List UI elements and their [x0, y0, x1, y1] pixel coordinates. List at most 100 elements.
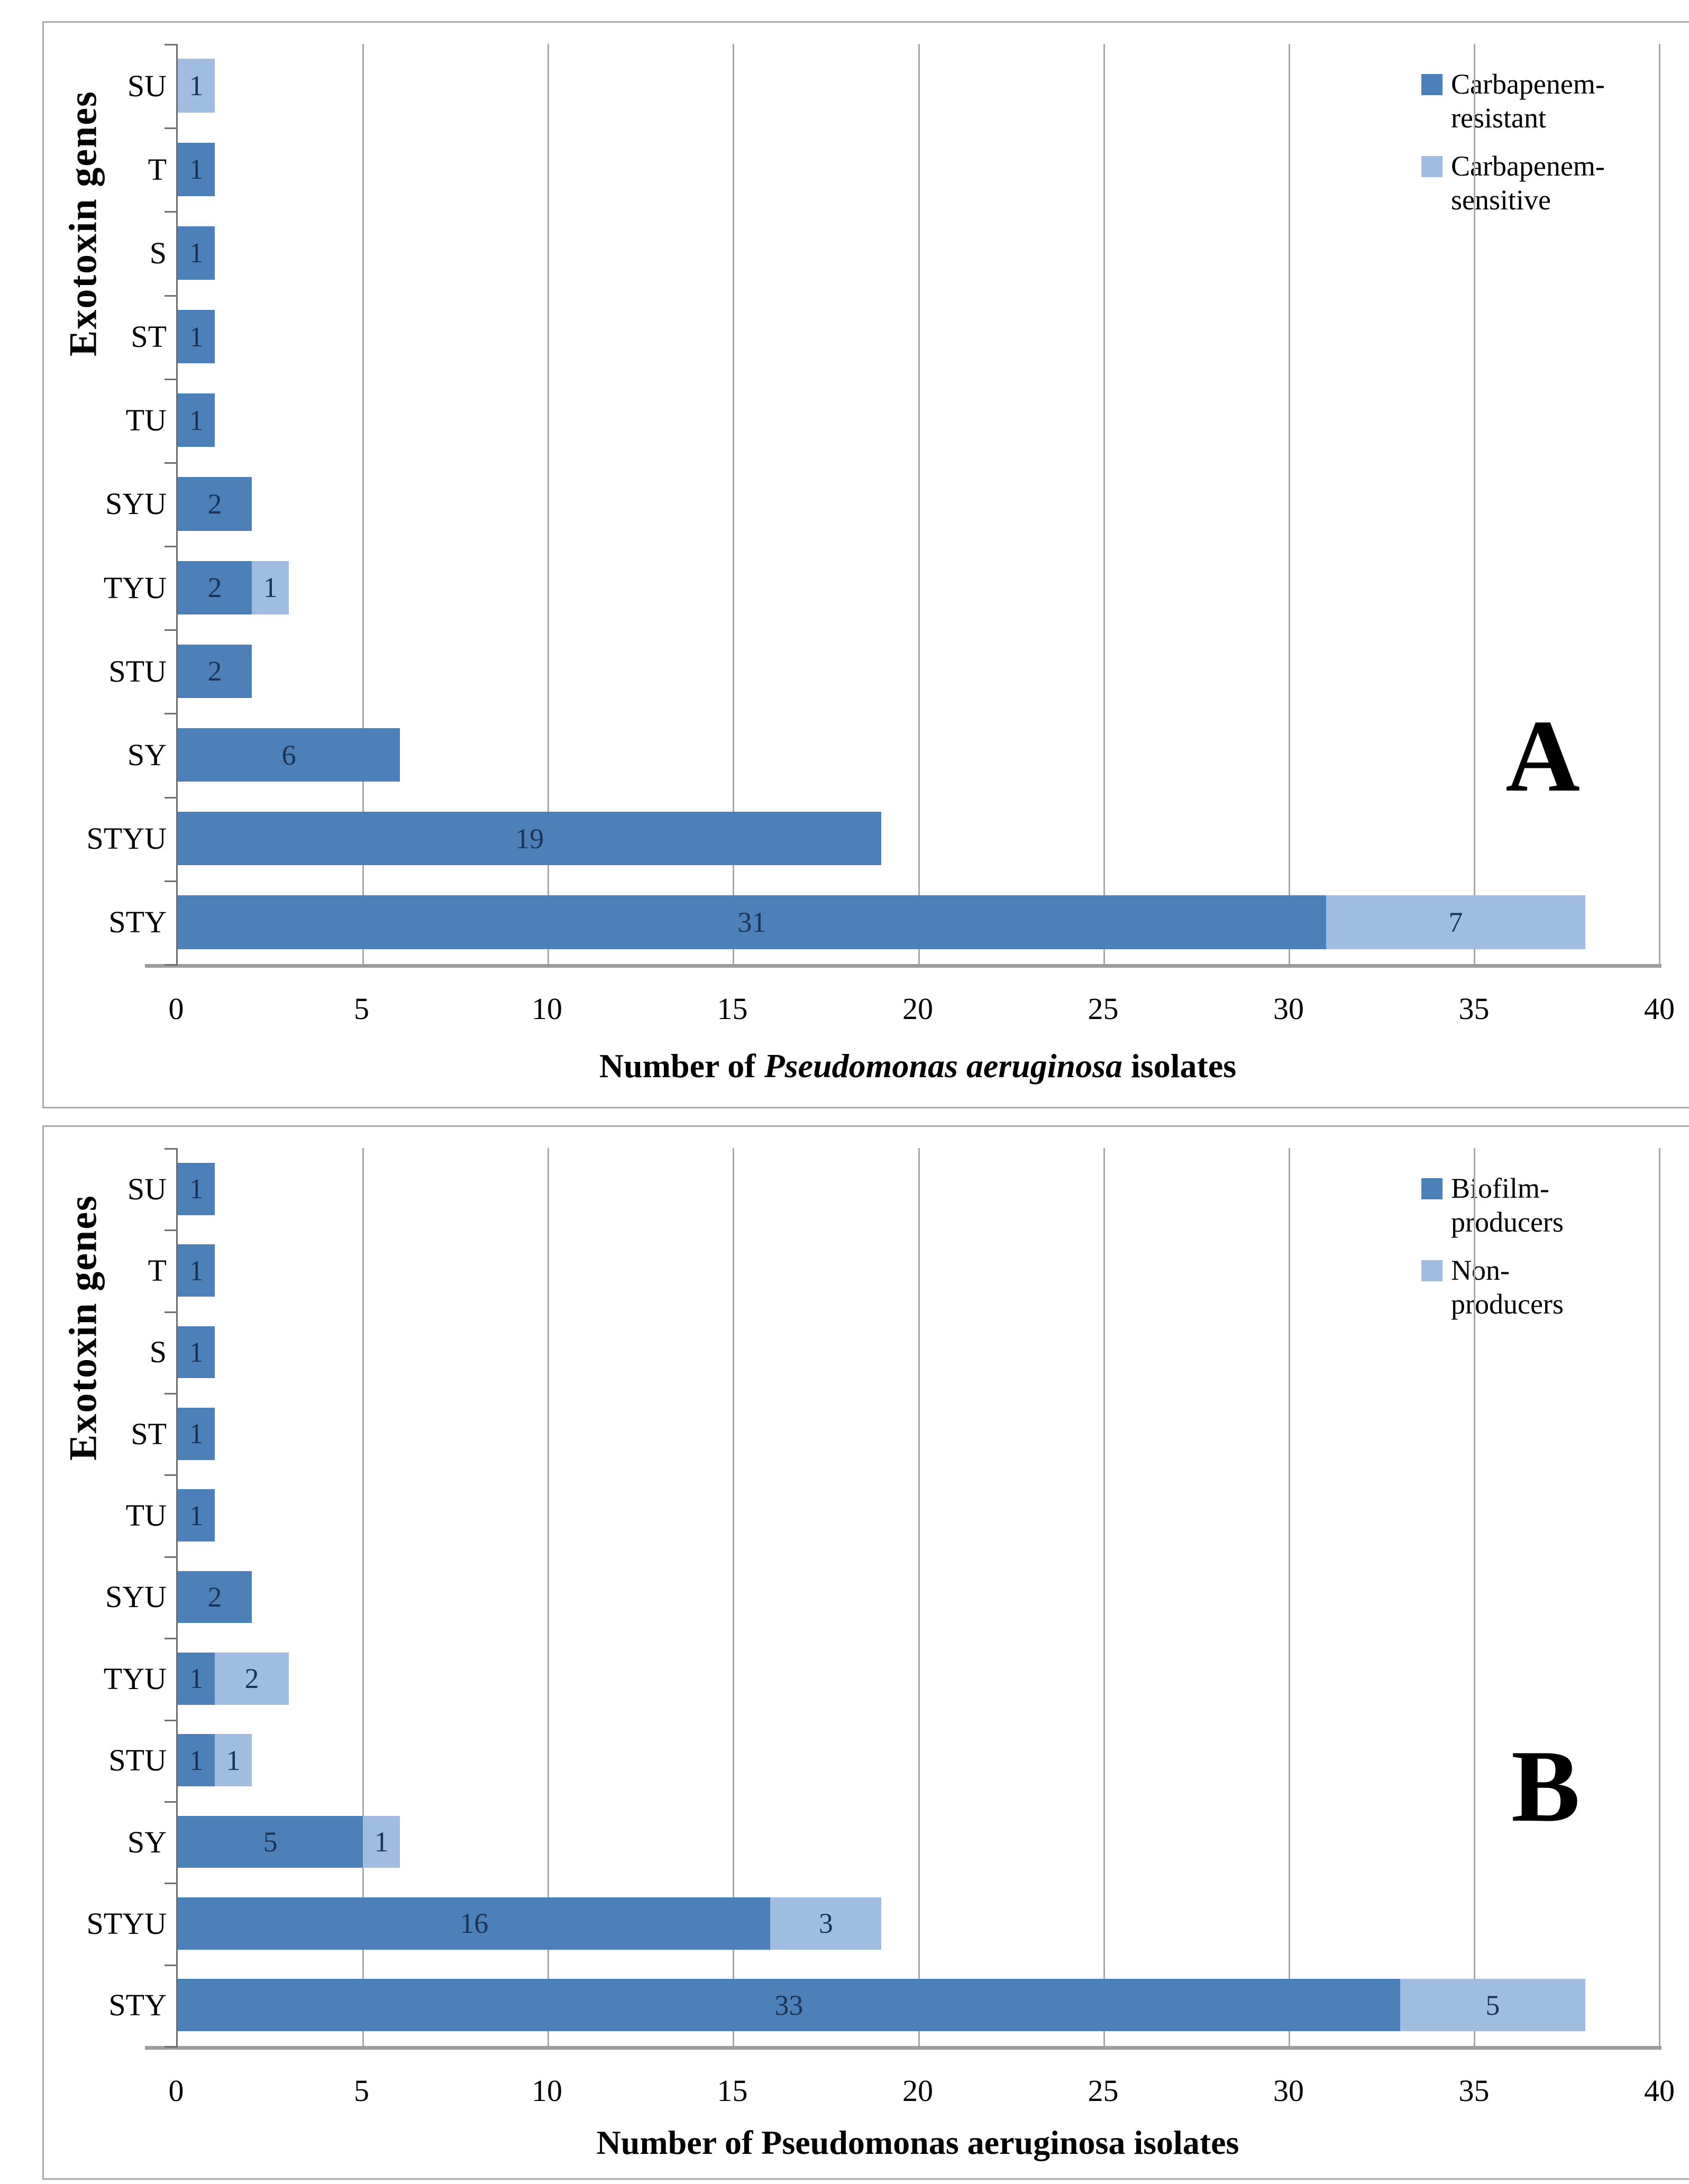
- data-label: 2: [207, 488, 222, 520]
- legend-swatch: [1421, 74, 1443, 95]
- category-label: TYU: [103, 570, 167, 605]
- bar-row: 1: [178, 1393, 1659, 1474]
- category-label: ST: [131, 319, 167, 354]
- stacked-bar: 1: [178, 1326, 1659, 1379]
- y-axis-tick: [165, 1719, 178, 1721]
- stacked-bar: 1: [178, 393, 1659, 447]
- legend-label: Carbapenem- sensitive: [1451, 150, 1605, 216]
- y-axis-tick: [165, 713, 178, 715]
- data-label: 1: [189, 70, 204, 102]
- bar-row: 1: [178, 44, 1659, 127]
- x-tick-label: 5: [354, 992, 369, 1026]
- category-labels: SU T S ST TU SYU TYU STU SY STYU STY: [76, 1148, 170, 2046]
- data-label: 1: [189, 1499, 204, 1531]
- stacked-bar: 2: [178, 1571, 1659, 1623]
- gridline: [1659, 44, 1660, 964]
- data-label: 2: [207, 1581, 222, 1613]
- plot-area: Carbapenem- resistant Carbapenem- sensiti…: [145, 44, 1661, 968]
- x-tick-label: 20: [902, 992, 933, 1026]
- bar-row: 1: [178, 1229, 1659, 1311]
- legend-entry: Carbapenem- sensitive: [1421, 150, 1612, 217]
- x-axis-line: [145, 2046, 1661, 2050]
- stacked-bar: 1: [178, 1162, 1659, 1215]
- bar-row: 1: [178, 1474, 1659, 1556]
- x-tick-label: 35: [1458, 2073, 1490, 2108]
- bar-segment: 2: [215, 1652, 289, 1705]
- gridline: [918, 1148, 920, 2046]
- y-axis-tick: [165, 127, 178, 130]
- bar-segment: 1: [178, 393, 215, 447]
- category-label: TYU: [103, 1661, 167, 1696]
- data-label: 1: [189, 237, 204, 269]
- stacked-bar: 1: [178, 1407, 1659, 1460]
- category-label: T: [148, 152, 167, 187]
- y-axis-tick: [165, 546, 178, 548]
- bar-segment: 1: [178, 1734, 215, 1787]
- gridline: [547, 44, 550, 964]
- bar-segment: 6: [178, 728, 400, 782]
- legend-label: Biofilm- producers: [1451, 1172, 1564, 1238]
- bar-row: 1: [178, 1148, 1659, 1229]
- x-tick-label: 5: [354, 2073, 369, 2108]
- legend-swatch: [1421, 1178, 1443, 1199]
- legend-label: Non- producers: [1451, 1254, 1564, 1320]
- y-axis-tick: [165, 1148, 178, 1150]
- data-label: 1: [263, 572, 278, 604]
- stacked-bar: 16 3: [178, 1897, 1659, 1950]
- bar-segment: 5: [178, 1815, 363, 1868]
- x-axis-line: [145, 964, 1661, 968]
- x-axis-title-run: Number of: [599, 1047, 764, 1085]
- data-label: 31: [737, 906, 766, 938]
- category-label: SY: [127, 1824, 167, 1859]
- x-tick-label: 10: [532, 2073, 562, 2108]
- legend-swatch: [1421, 156, 1443, 178]
- bar-segment: 3: [770, 1897, 882, 1950]
- legend-entry: Carbapenem- resistant: [1421, 68, 1612, 135]
- bar-segment: 1: [252, 561, 289, 614]
- y-axis-tick: [165, 880, 178, 882]
- bar-segment: 1: [178, 1326, 215, 1379]
- data-label: 2: [207, 655, 222, 687]
- y-axis-tick: [165, 796, 178, 799]
- x-tick-label: 25: [1088, 2073, 1119, 2108]
- category-label: SYU: [105, 1580, 167, 1614]
- stacked-bar: 1: [178, 1489, 1659, 1542]
- y-axis-tick: [165, 44, 178, 45]
- gridline: [1473, 44, 1475, 964]
- bar-row: 33 5: [178, 1965, 1659, 2046]
- x-tick-label: 10: [532, 992, 562, 1026]
- bar-row: 2: [178, 629, 1659, 713]
- bar-row: 16 3: [178, 1883, 1659, 1964]
- stacked-bar: 31 7: [178, 895, 1659, 949]
- bar-segment: 1: [178, 1489, 215, 1542]
- stacked-bar: 6: [178, 728, 1659, 782]
- data-label: 1: [189, 404, 204, 436]
- gridline: [918, 44, 920, 964]
- bar-segment: 1: [178, 142, 215, 196]
- category-label: TU: [125, 403, 167, 438]
- y-axis-tick: [165, 2046, 178, 2048]
- y-axis-tick: [165, 211, 178, 213]
- bar-segment: 1: [178, 1244, 215, 1297]
- category-label: STY: [108, 1988, 167, 2023]
- y-axis-tick: [165, 1556, 178, 1558]
- bar-segment: 2: [178, 644, 252, 698]
- bar-segment: 16: [178, 1897, 771, 1950]
- panel-letter: B: [1511, 1729, 1580, 1843]
- bar-segment: 1: [215, 1734, 252, 1787]
- category-label: T: [148, 1253, 167, 1288]
- bar-segment: 1: [178, 1652, 215, 1705]
- data-label: 1: [189, 153, 204, 186]
- category-label: STYU: [86, 821, 167, 856]
- legend: Carbapenem- resistant Carbapenem- sensiti…: [1421, 68, 1612, 217]
- bar-segment: 1: [178, 59, 215, 113]
- y-axis-tick: [165, 1311, 178, 1313]
- stacked-bar: 19: [178, 812, 1659, 866]
- y-axis-tick: [165, 1229, 178, 1232]
